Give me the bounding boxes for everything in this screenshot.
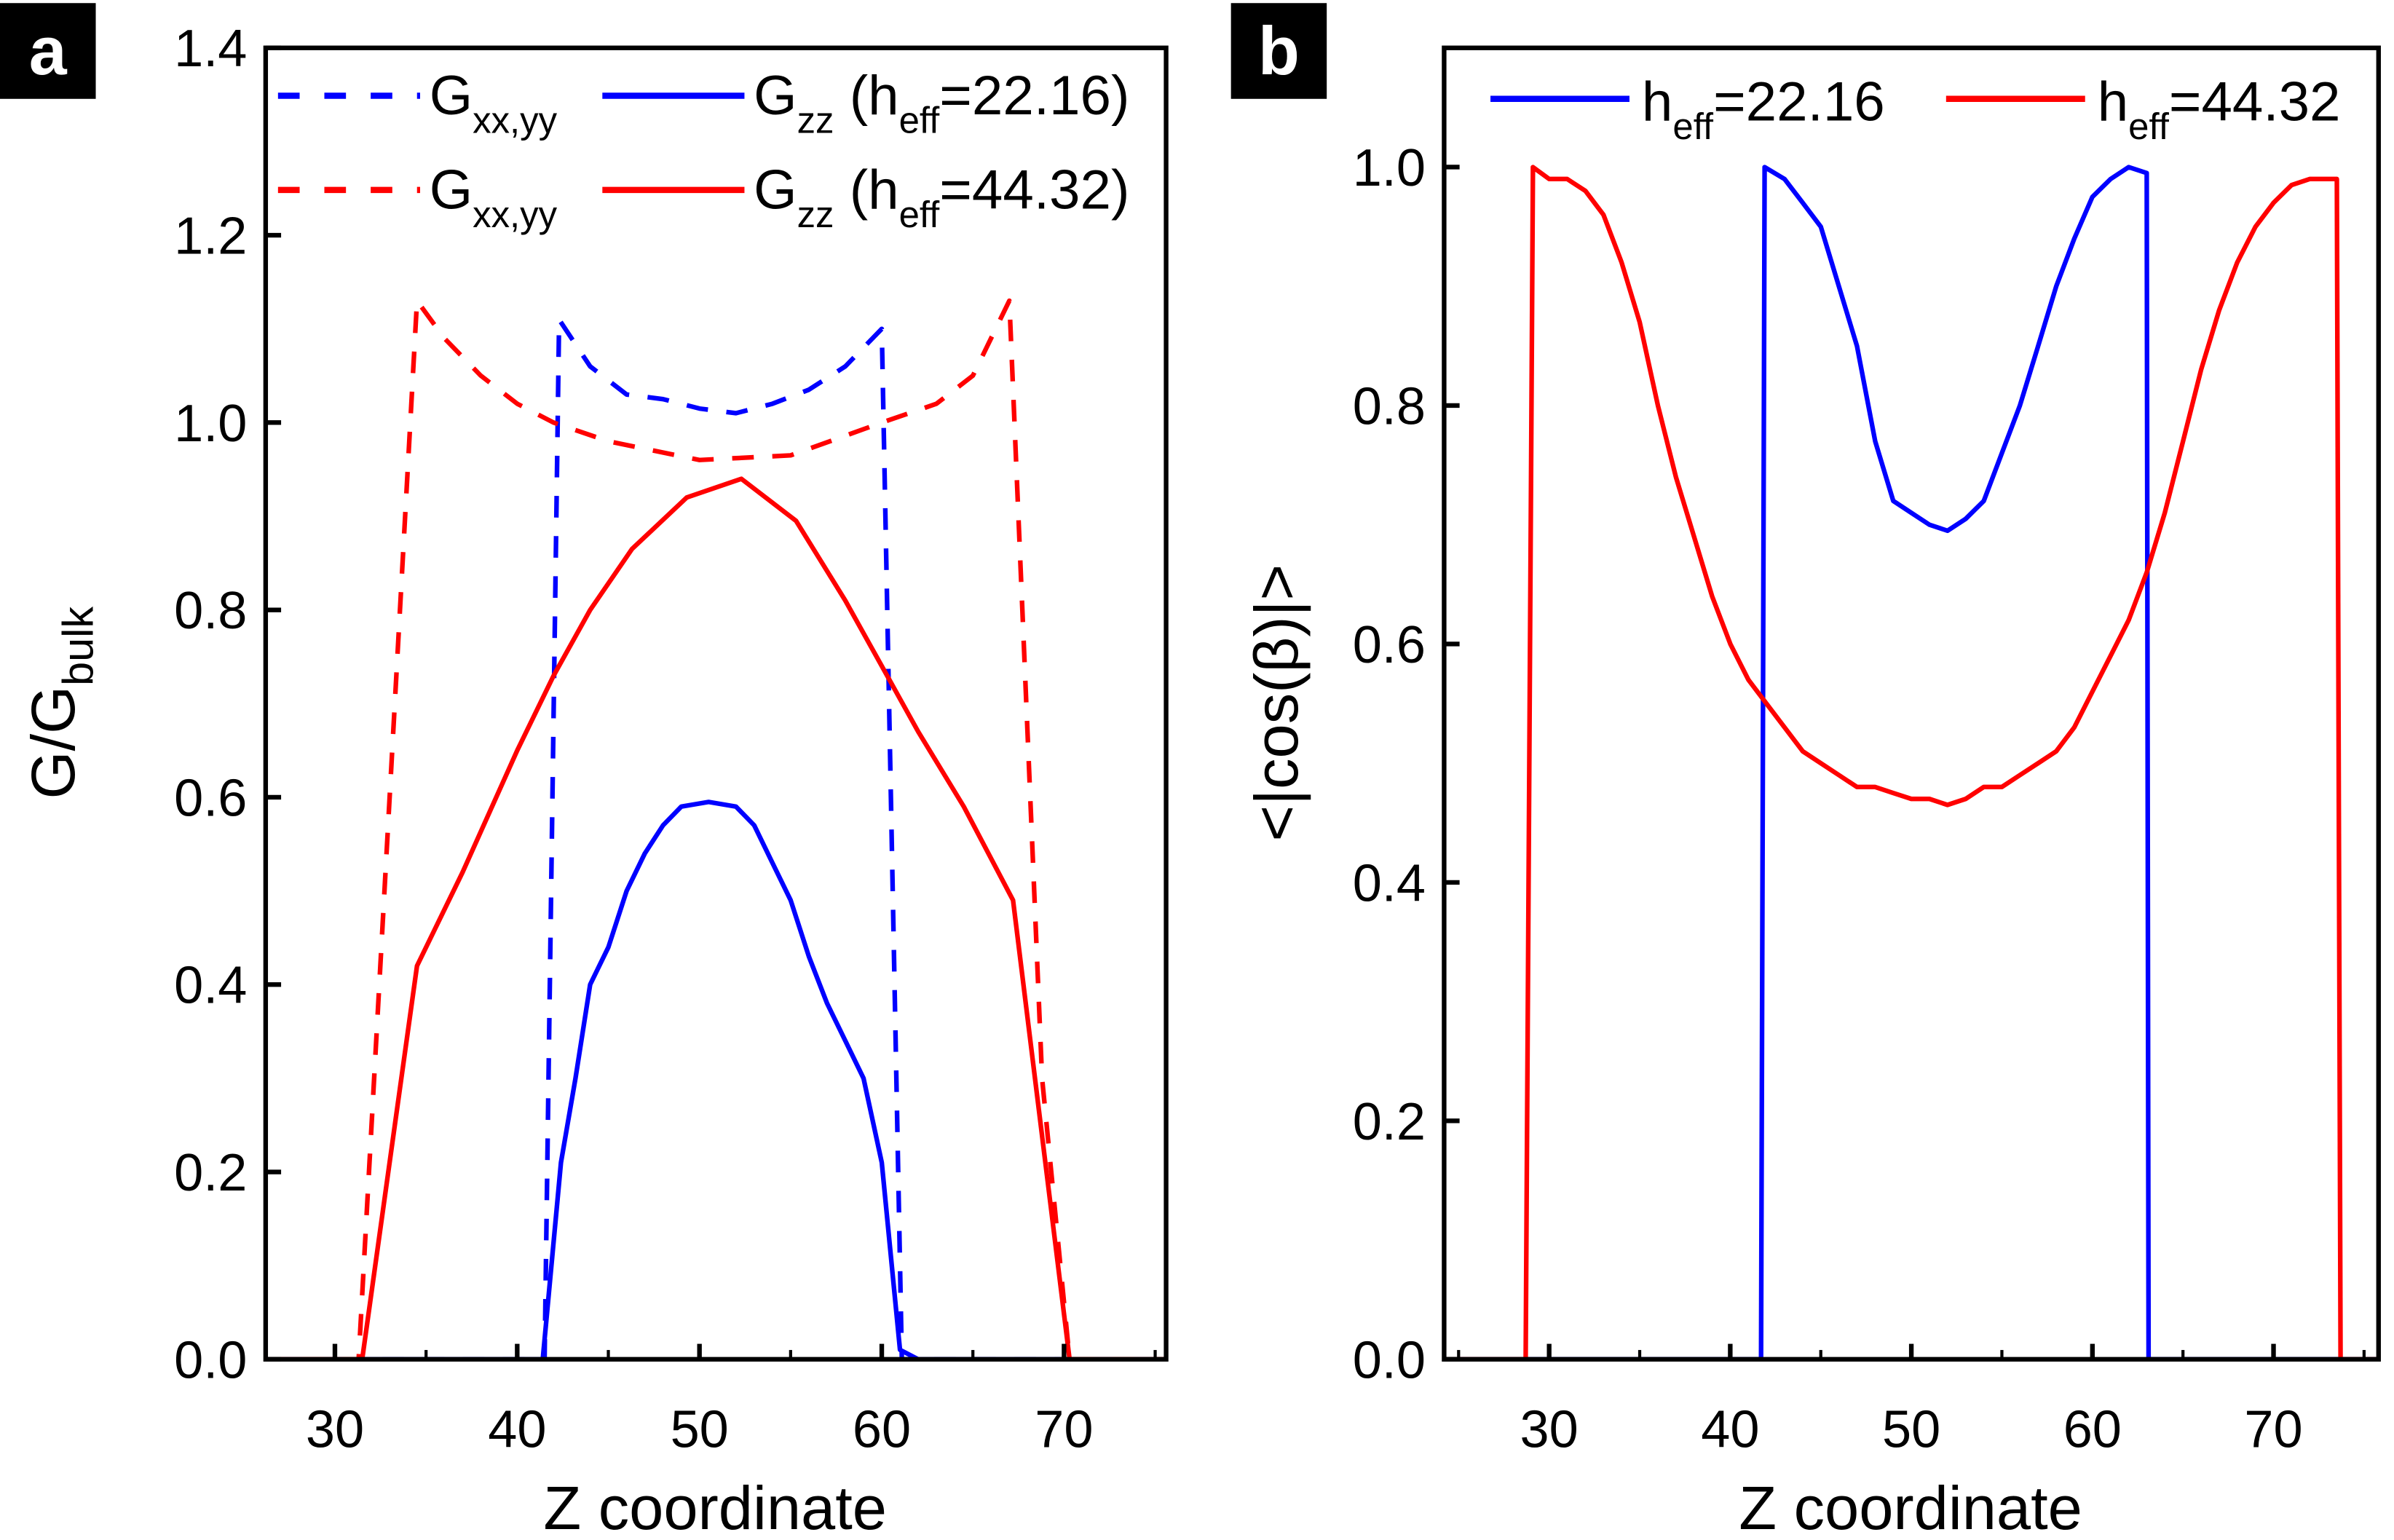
y-axis-label: G/Gbulk	[18, 607, 102, 799]
y-axis-label: <|cos(β)|>	[1241, 564, 1311, 842]
x-tick-label: 50	[671, 1401, 729, 1459]
series-line-1	[265, 799, 1166, 1359]
legend-label: Gxx,yy	[430, 159, 558, 234]
y-tick-label: 0.0	[174, 1331, 247, 1389]
x-tick-label: 60	[853, 1401, 911, 1459]
panel-label-box	[1230, 3, 1327, 99]
legend: Gxx,yy Gzz (heff=22.16) Gxx,yy Gzz (heff…	[277, 65, 1129, 235]
series-line-2	[265, 298, 1166, 1359]
series-line-3	[265, 476, 1166, 1359]
y-tick-label: 0.4	[174, 957, 247, 1015]
y-tick-label: 1.0	[174, 395, 247, 453]
x-tick-label: 70	[2244, 1401, 2302, 1459]
panel-label: a	[29, 13, 68, 89]
legend-label: heff=44.32	[2098, 71, 2341, 146]
legend-label: Gzz (heff=44.32)	[754, 159, 1129, 234]
legend-label: Gzz (heff=22.16)	[754, 65, 1129, 141]
x-tick-label: 50	[1882, 1401, 1940, 1459]
y-tick-label: 1.0	[1353, 139, 1426, 197]
y-tick-label: 0.6	[1353, 616, 1426, 674]
panel-b: b Z coordinate <|cos(β)|> 30 40 50 60 70 0.0 0…	[1230, 3, 2381, 1540]
y-tick-label: 0.2	[174, 1144, 247, 1202]
x-axis-label: Z coordinate	[543, 1473, 887, 1540]
x-tick-label: 30	[306, 1401, 364, 1459]
y-tick-label: 0.2	[1353, 1093, 1426, 1151]
panel-label-box	[0, 3, 96, 99]
legend-label: Gxx,yy	[430, 65, 558, 141]
y-tick-label: 0.8	[1353, 377, 1426, 435]
legend: heff=22.16 heff=44.32	[1490, 71, 2341, 147]
y-tick-label: 0.4	[1353, 854, 1426, 912]
y-tick-label: 0.0	[1353, 1331, 1426, 1389]
x-tick-label: 40	[488, 1401, 546, 1459]
x-tick-label: 60	[2063, 1401, 2122, 1459]
y-tick-label: 0.8	[174, 582, 247, 640]
x-axis-label: Z coordinate	[1739, 1473, 2082, 1540]
y-tick-label: 0.6	[174, 769, 247, 827]
panel-a: a Z coordinate G/Gbulk 30 40 50 60 70 0.0 0.2 0…	[0, 3, 1169, 1540]
y-tick-label: 1.4	[174, 20, 247, 78]
panel-label: b	[1258, 13, 1300, 89]
y-tick-label: 1.2	[174, 208, 247, 266]
series-line-0	[265, 317, 1166, 1359]
x-tick-label: 30	[1520, 1401, 1579, 1459]
x-tick-label: 40	[1701, 1401, 1759, 1459]
legend-label: heff=22.16	[1642, 71, 1885, 146]
plot-frame	[1442, 45, 2381, 1362]
series-line-1	[1444, 165, 2379, 1359]
plot-frame	[263, 45, 1169, 1362]
x-tick-label: 70	[1035, 1401, 1093, 1459]
series-line-0	[1444, 165, 2379, 1359]
